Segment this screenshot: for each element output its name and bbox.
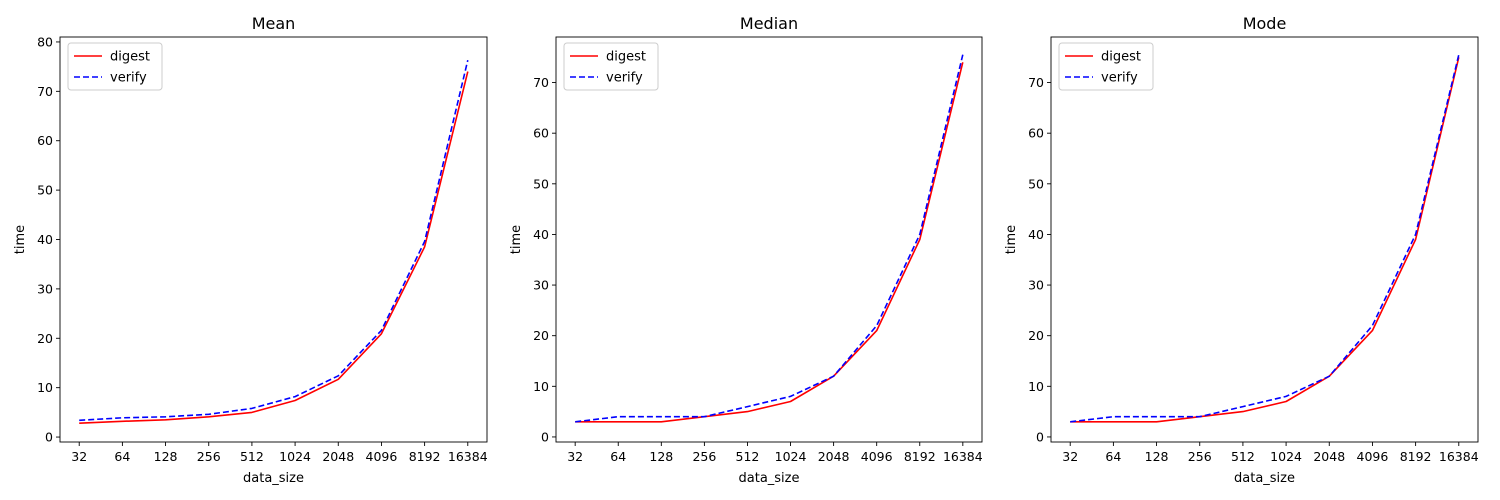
y-tick-label: 30 bbox=[533, 278, 549, 293]
x-tick-label: 32 bbox=[1062, 449, 1078, 464]
series-line-digest bbox=[1070, 57, 1460, 423]
series-line-verify bbox=[1070, 54, 1460, 423]
legend-box bbox=[1058, 42, 1154, 91]
y-tick-label: 40 bbox=[37, 232, 53, 247]
y-tick-label: 0 bbox=[45, 430, 53, 445]
legend-box bbox=[67, 42, 163, 91]
y-tick-label: 70 bbox=[37, 84, 53, 99]
x-tick-label: 16384 bbox=[943, 449, 983, 464]
x-tick-label: 2048 bbox=[322, 449, 354, 464]
x-tick-label: 1024 bbox=[1270, 449, 1302, 464]
chart-title: Median bbox=[740, 14, 798, 33]
y-tick-label: 50 bbox=[1028, 176, 1044, 191]
y-axis-label: time bbox=[13, 225, 28, 254]
x-tick-label: 64 bbox=[610, 449, 626, 464]
legend-label-verify: verify bbox=[606, 71, 643, 86]
x-axis-label: data_size bbox=[1234, 471, 1295, 486]
x-tick-label: 512 bbox=[240, 449, 264, 464]
x-tick-label: 4096 bbox=[1357, 449, 1389, 464]
x-tick-label: 256 bbox=[197, 449, 221, 464]
x-tick-label: 64 bbox=[114, 449, 130, 464]
x-tick-label: 128 bbox=[1145, 449, 1169, 464]
series-line-verify bbox=[575, 54, 964, 423]
chart-title: Mode bbox=[1243, 14, 1287, 33]
x-tick-label: 16384 bbox=[448, 449, 488, 464]
y-tick-label: 50 bbox=[37, 183, 53, 198]
y-tick-label: 60 bbox=[37, 133, 53, 148]
legend-label-digest: digest bbox=[606, 50, 646, 65]
x-tick-label: 32 bbox=[567, 449, 583, 464]
plot-frame bbox=[1050, 36, 1479, 443]
y-tick-label: 0 bbox=[1036, 429, 1044, 444]
series-line-verify bbox=[79, 60, 469, 422]
legend-box bbox=[563, 42, 659, 91]
y-tick-label: 20 bbox=[1028, 328, 1044, 343]
y-tick-label: 40 bbox=[1028, 227, 1044, 242]
x-tick-label: 64 bbox=[1105, 449, 1121, 464]
chart-panel-0: Mean 32 64 128 256 512 1024 2048 4096 8192 16384 0 1… bbox=[13, 14, 488, 486]
x-tick-label: 1024 bbox=[775, 449, 807, 464]
x-tick-label: 4096 bbox=[366, 449, 398, 464]
y-tick-label: 70 bbox=[1028, 75, 1044, 90]
legend-label-digest: digest bbox=[110, 50, 150, 65]
x-tick-label: 256 bbox=[1188, 449, 1212, 464]
x-tick-label: 2048 bbox=[818, 449, 850, 464]
y-axis-label: time bbox=[1004, 225, 1019, 254]
y-tick-label: 20 bbox=[37, 331, 53, 346]
legend-label-digest: digest bbox=[1101, 50, 1141, 65]
x-tick-label: 512 bbox=[1231, 449, 1255, 464]
legend-label-verify: verify bbox=[1101, 71, 1138, 86]
legend-label-verify: verify bbox=[110, 71, 147, 86]
y-tick-label: 40 bbox=[533, 227, 549, 242]
y-tick-label: 60 bbox=[1028, 126, 1044, 141]
x-tick-label: 1024 bbox=[279, 449, 311, 464]
series-line-digest bbox=[79, 71, 469, 424]
y-tick-label: 0 bbox=[541, 429, 549, 444]
legend: digest verify bbox=[67, 42, 163, 91]
y-tick-label: 70 bbox=[533, 75, 549, 90]
y-tick-label: 30 bbox=[1028, 278, 1044, 293]
x-tick-label: 256 bbox=[692, 449, 716, 464]
y-tick-label: 30 bbox=[37, 281, 53, 296]
legend: digest verify bbox=[1058, 42, 1154, 91]
x-tick-label: 8192 bbox=[1400, 449, 1432, 464]
chart-panel-1: Median 32 64 128 256 512 1024 2048 4096 8192 16384… bbox=[509, 14, 983, 486]
plot-frame bbox=[59, 36, 488, 443]
y-tick-label: 80 bbox=[37, 34, 53, 49]
x-tick-label: 32 bbox=[71, 449, 87, 464]
y-tick-label: 10 bbox=[533, 379, 549, 394]
x-tick-label: 4096 bbox=[861, 449, 893, 464]
x-axis-label: data_size bbox=[739, 471, 800, 486]
chart-title: Mean bbox=[252, 14, 296, 33]
y-tick-label: 10 bbox=[37, 380, 53, 395]
x-tick-label: 512 bbox=[736, 449, 760, 464]
x-tick-label: 2048 bbox=[1313, 449, 1345, 464]
series-line-digest bbox=[575, 62, 964, 423]
y-tick-label: 20 bbox=[533, 328, 549, 343]
y-tick-label: 60 bbox=[533, 126, 549, 141]
x-tick-label: 8192 bbox=[409, 449, 441, 464]
y-axis-label: time bbox=[509, 225, 524, 254]
x-tick-label: 128 bbox=[154, 449, 178, 464]
legend: digest verify bbox=[563, 42, 659, 91]
x-tick-label: 128 bbox=[649, 449, 673, 464]
x-tick-label: 16384 bbox=[1439, 449, 1479, 464]
x-axis-label: data_size bbox=[243, 471, 304, 486]
y-tick-label: 50 bbox=[533, 176, 549, 191]
y-tick-label: 10 bbox=[1028, 379, 1044, 394]
x-tick-label: 8192 bbox=[904, 449, 936, 464]
plot-frame bbox=[555, 36, 983, 443]
chart-panel-2: Mode 32 64 128 256 512 1024 2048 4096 8192 16384 0 1… bbox=[1004, 14, 1479, 486]
